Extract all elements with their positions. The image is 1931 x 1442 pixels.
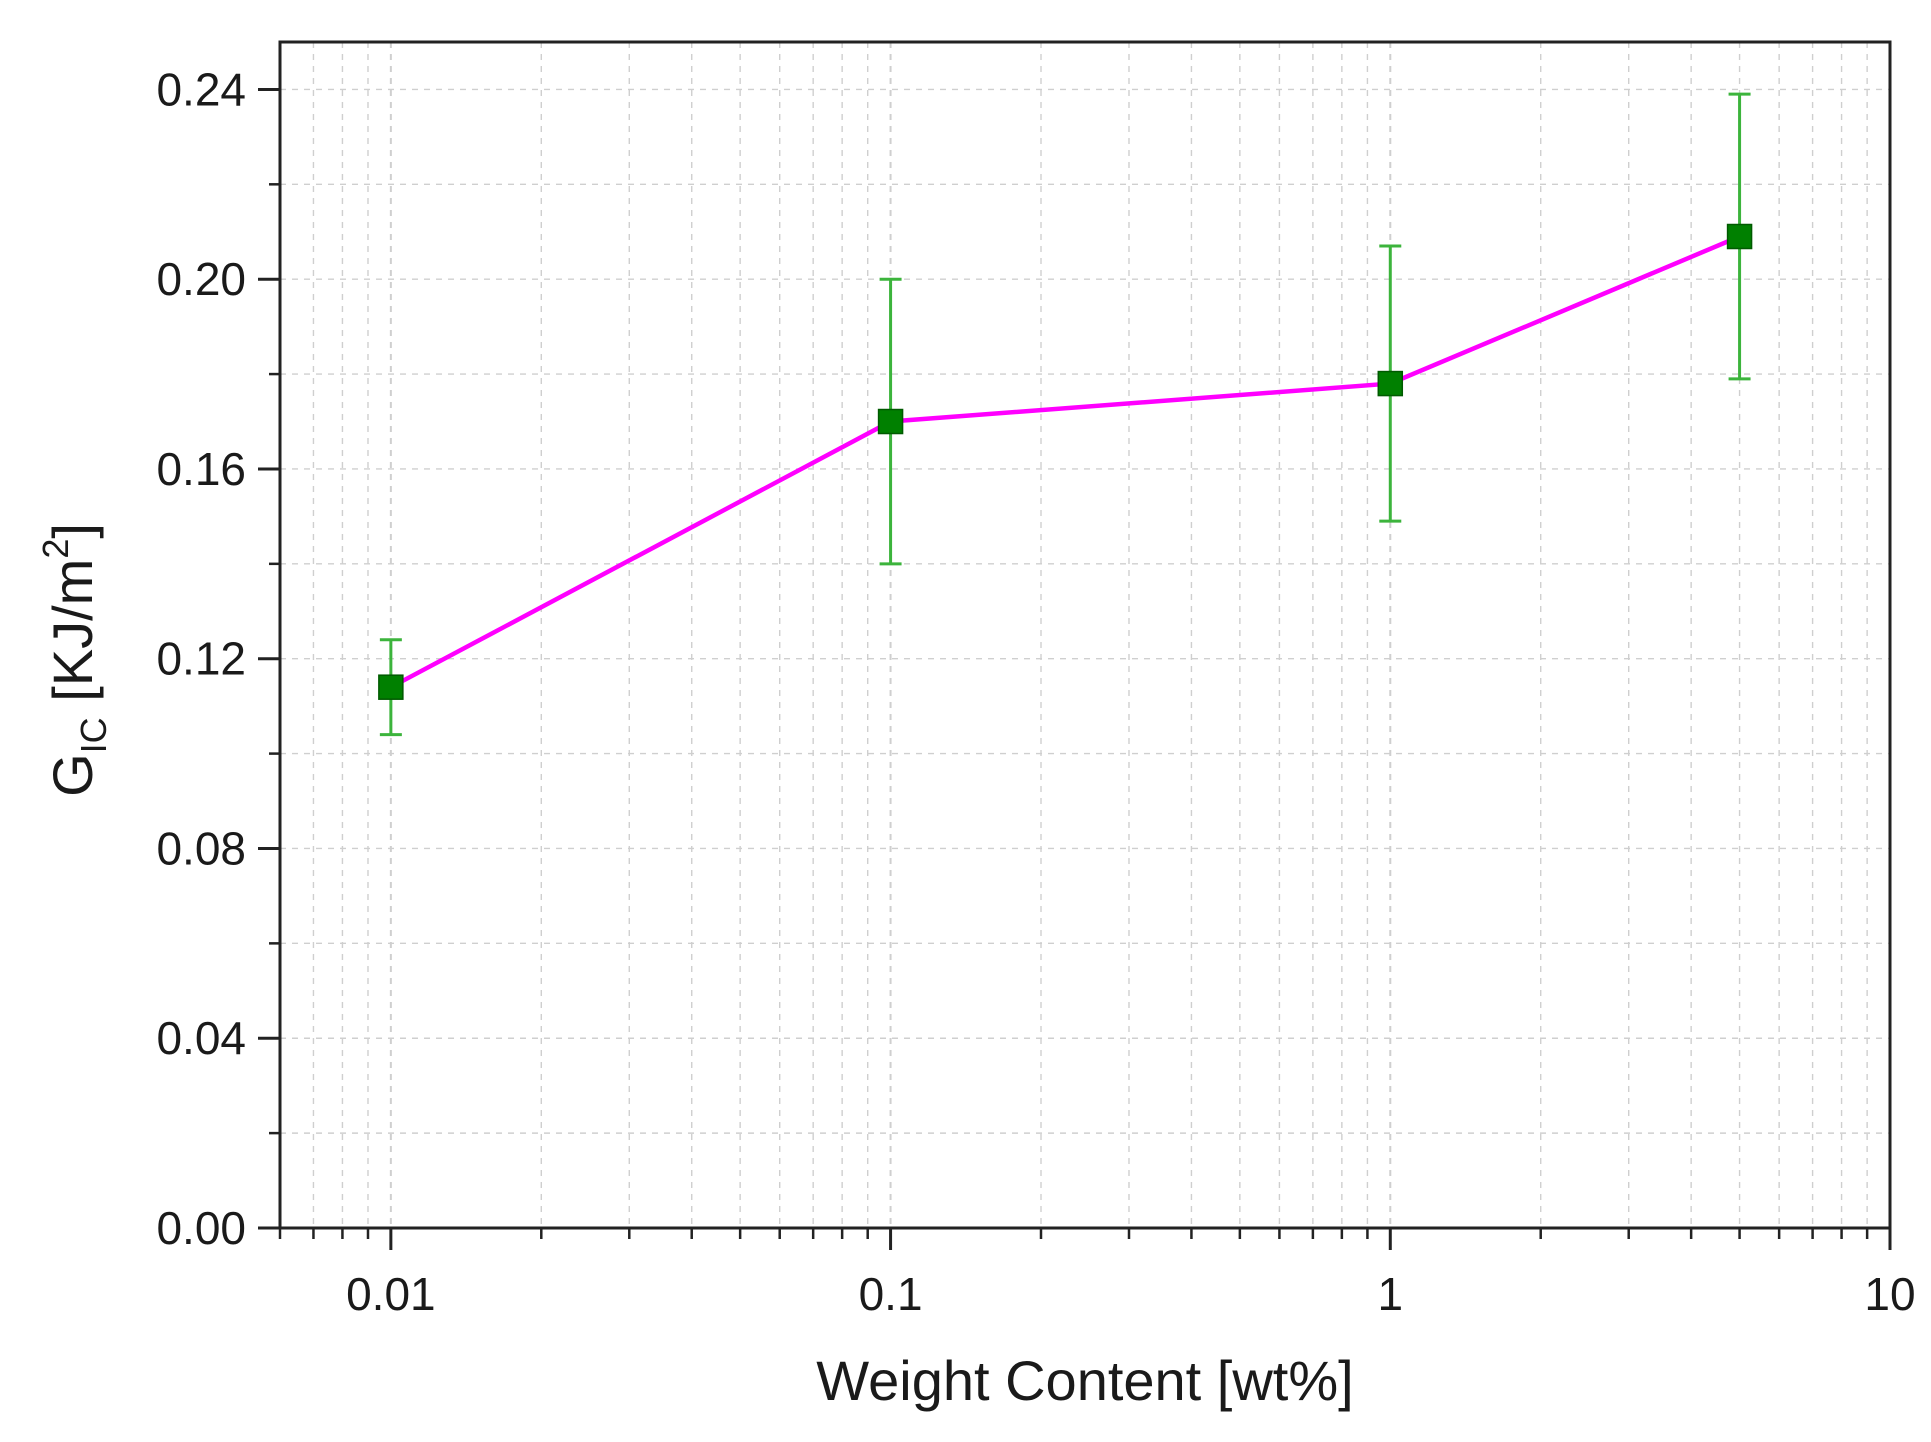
grid-layer <box>279 42 1890 1228</box>
y-tick-label: 0.04 <box>156 1012 246 1064</box>
x-tick-label: 1 <box>1377 1268 1403 1320</box>
y-axis-label-unit-close: ] <box>41 523 104 539</box>
axis-layer: 0.01 0.1 1 10 0.00 0.04 0.08 0.12 0.16 0.20 0.24 <box>156 40 1916 1320</box>
x-tick-label: 0.1 <box>859 1268 923 1320</box>
y-axis-label-subscript: IC <box>73 717 114 753</box>
plot-frame <box>278 40 1892 1230</box>
data-point-marker <box>877 408 904 435</box>
y-axis-label-main: G <box>41 753 104 797</box>
y-axis-label-unit-open: [KJ/m <box>41 559 104 718</box>
data-point-marker <box>378 674 404 700</box>
data-point-marker <box>1377 370 1404 397</box>
y-tick-label: 0.24 <box>156 63 246 115</box>
x-axis-label: Weight Content [wt%] <box>816 1349 1353 1412</box>
series-layer <box>378 92 1753 737</box>
x-tick-label: 10 <box>1864 1268 1915 1320</box>
y-tick-label: 0.00 <box>156 1202 246 1254</box>
series-line <box>389 234 1741 690</box>
x-tick-label: 0.01 <box>346 1268 436 1320</box>
y-tick-label: 0.20 <box>156 253 246 305</box>
y-tick-label: 0.16 <box>156 443 246 495</box>
y-tick-label: 0.08 <box>156 822 246 874</box>
y-axis-label: GIC [KJ/m2] <box>35 523 114 797</box>
y-tick-label: 0.12 <box>156 633 246 685</box>
y-axis-label-unit-superscript: 2 <box>35 539 76 559</box>
data-point-marker <box>1726 223 1753 250</box>
